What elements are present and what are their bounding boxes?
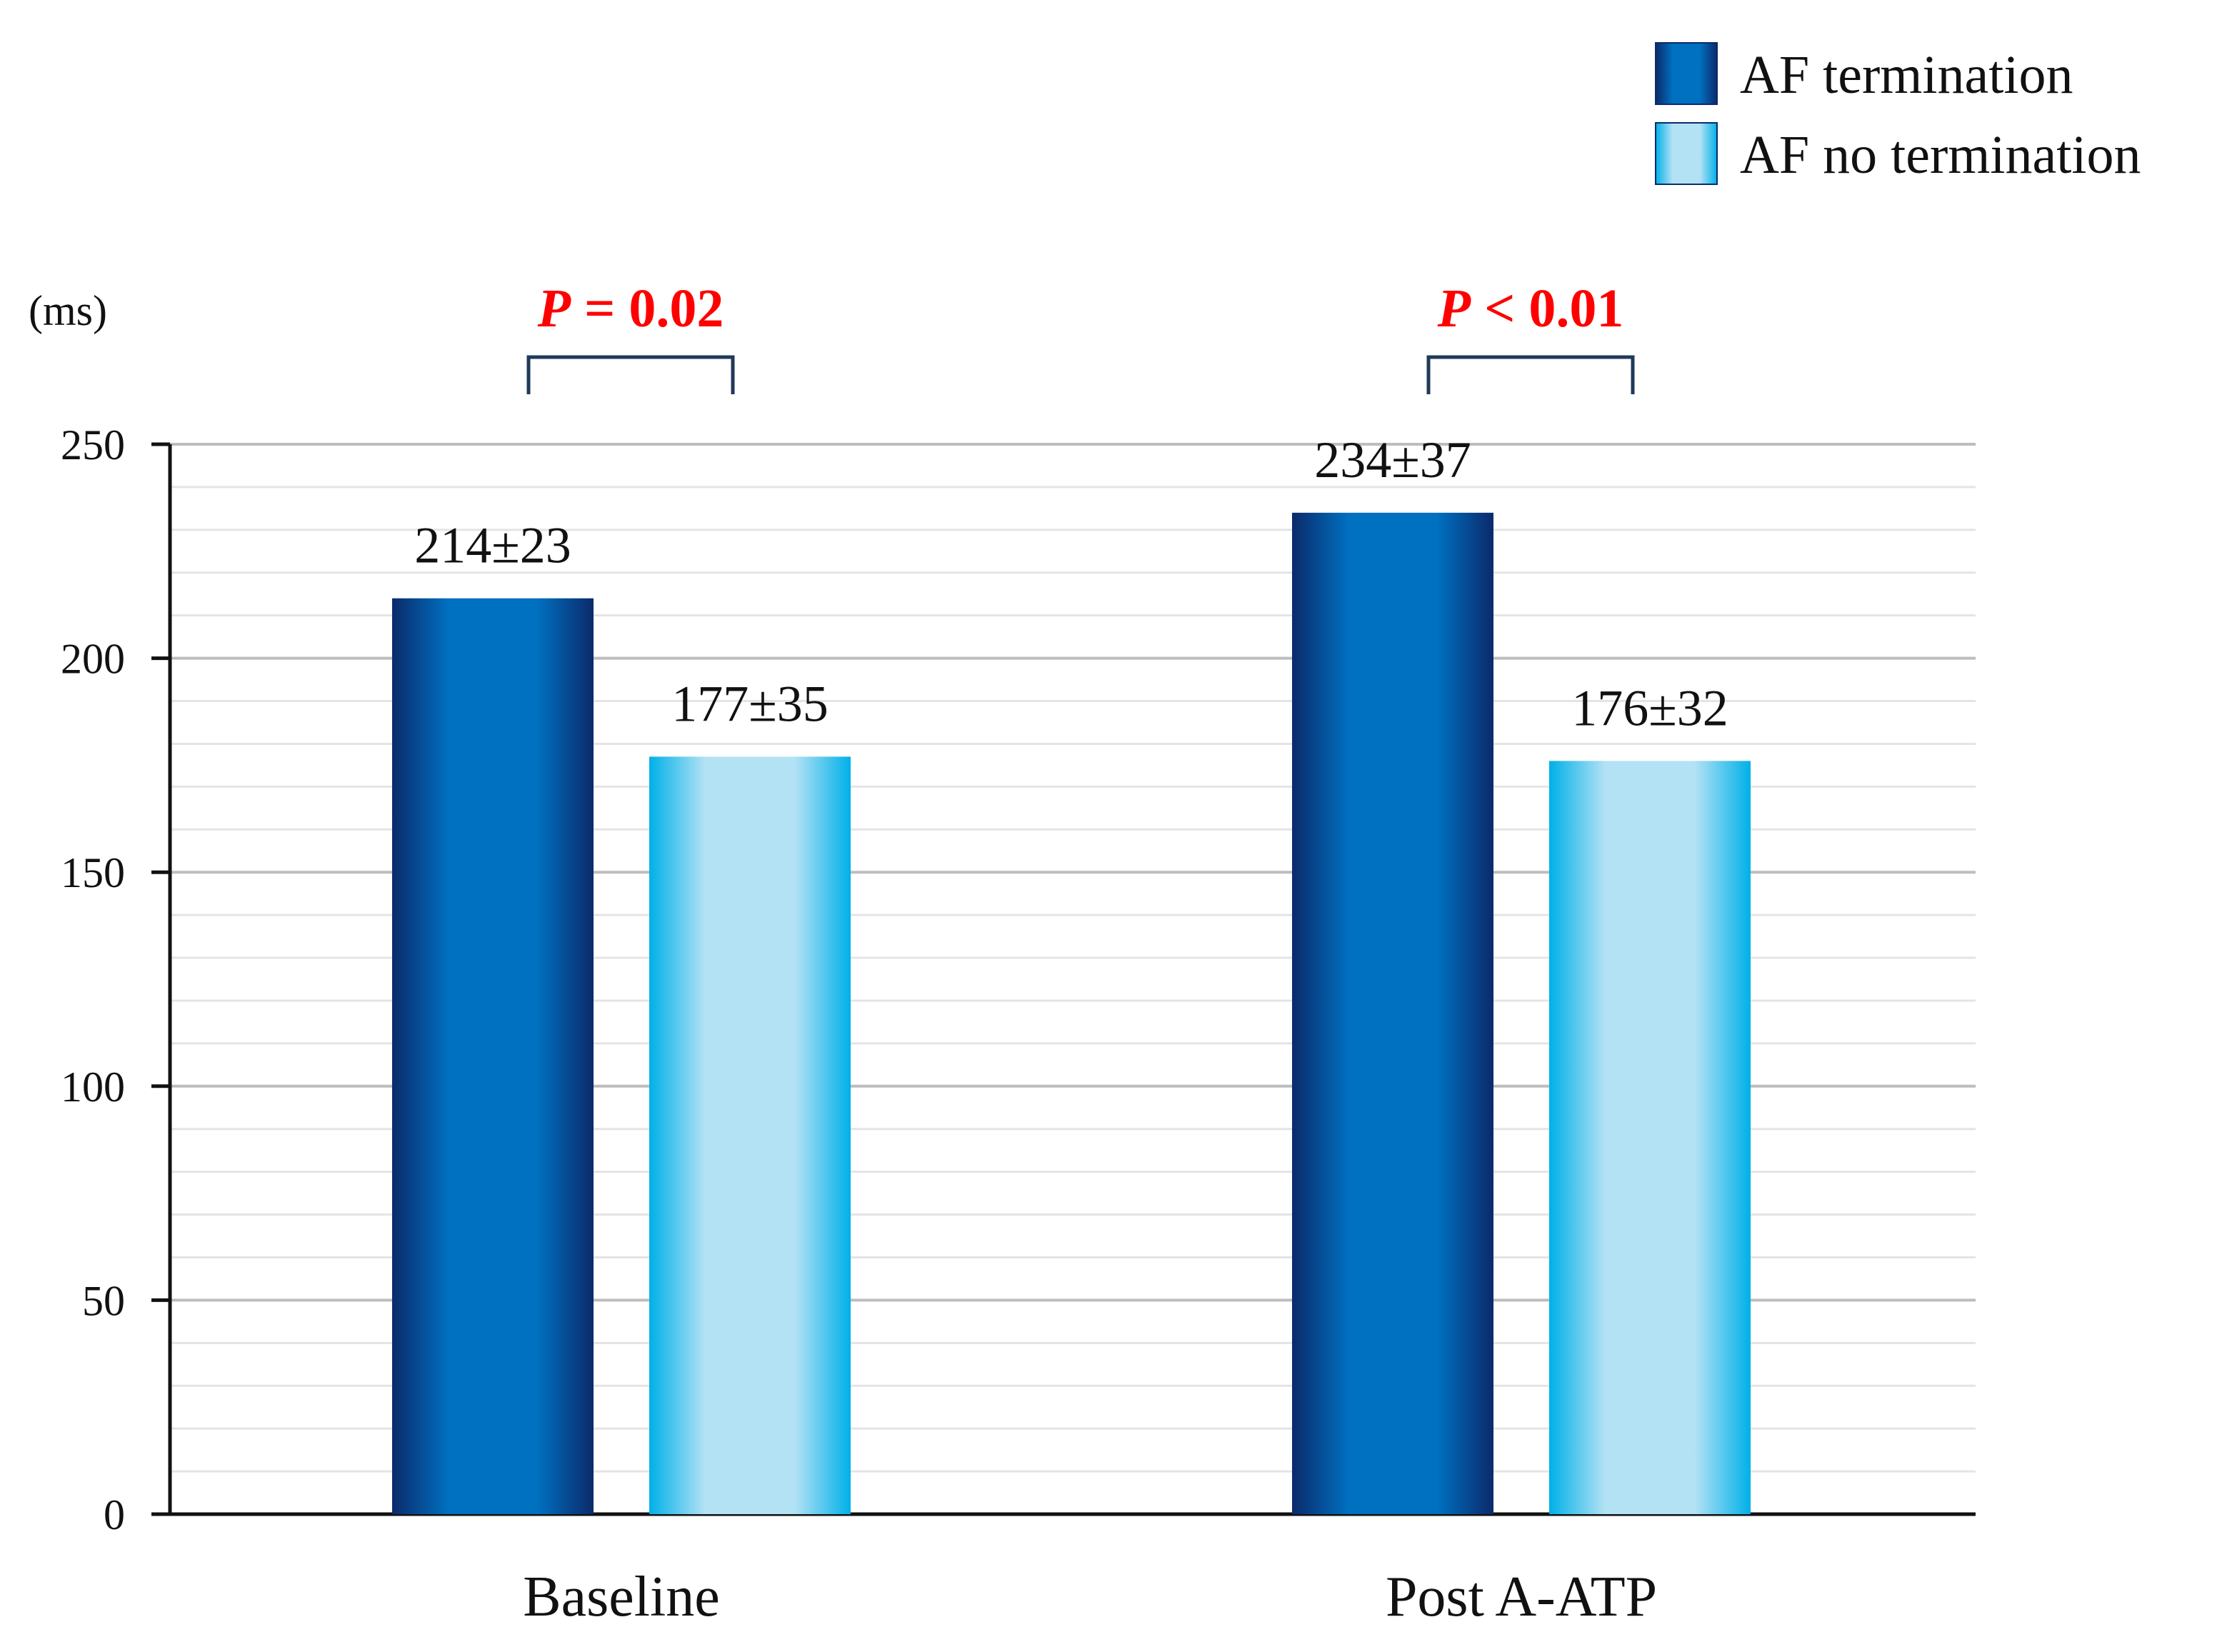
p-value-label: P < 0.01 [1437, 279, 1624, 339]
p-value: < 0.01 [1471, 279, 1623, 339]
p-symbol: P [1437, 279, 1471, 339]
legend: AF termination AF no termination [1655, 42, 2141, 185]
data-label: 177±35 [671, 675, 829, 732]
x-tick-label: Post A-ATP [1386, 1566, 1657, 1628]
p-value: = 0.02 [571, 279, 724, 339]
data-label: 176±32 [1571, 679, 1728, 736]
legend-label: AF termination [1740, 45, 2073, 105]
bars [392, 512, 1751, 1515]
y-tick-label: 100 [61, 1063, 125, 1111]
y-tick-label: 250 [61, 421, 125, 469]
y-tick-label: 150 [61, 849, 125, 896]
significance-annotations: P = 0.02 P < 0.01 [526, 279, 1635, 394]
significance-bracket [526, 355, 735, 394]
bar [1549, 761, 1751, 1514]
legend-swatch [1655, 122, 1718, 185]
y-unit-label: (ms) [29, 287, 107, 334]
p-symbol: P [537, 279, 571, 339]
y-tick-label: 50 [82, 1277, 125, 1324]
value-labels: 214±23 177±35 Baseline 234±37 176±32 Post A-A… [414, 431, 1728, 1628]
y-tick-label: 200 [61, 636, 125, 683]
y-tick-label: 0 [104, 1491, 125, 1538]
bar [392, 598, 594, 1515]
significance-bracket [1426, 355, 1635, 394]
data-label: 214±23 [414, 517, 571, 574]
legend-swatch [1655, 42, 1718, 105]
data-label: 234±37 [1314, 431, 1471, 489]
legend-label: AF no termination [1740, 125, 2141, 185]
bar [649, 756, 851, 1514]
p-value-label: P = 0.02 [537, 279, 724, 339]
bar [1292, 512, 1493, 1514]
x-tick-label: Baseline [523, 1566, 719, 1628]
